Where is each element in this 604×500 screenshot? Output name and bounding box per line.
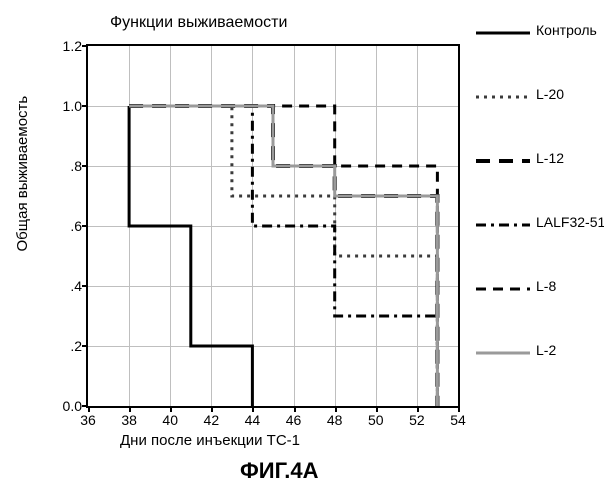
legend-swatch (476, 222, 530, 228)
legend-entry-L-8: L-8 (476, 276, 600, 302)
y-tick-label: .6 (48, 218, 82, 234)
y-tick-label: 1.2 (48, 38, 82, 54)
x-tick-label: 38 (121, 412, 137, 428)
legend-label: L-12 (536, 150, 564, 166)
x-tick-label: 36 (80, 412, 96, 428)
legend-entry-L-20: L-20 (476, 84, 600, 110)
y-axis-label: Общая выживаемость (14, 96, 31, 252)
x-tick-label: 54 (450, 412, 466, 428)
legend-swatch (476, 94, 530, 100)
y-tick-label: 0.0 (48, 398, 82, 414)
legend-entry-LALF32-51: LALF32-51 (476, 212, 600, 238)
legend-entry-L-12: L-12 (476, 148, 600, 174)
page: Функции выживаемости Общая выживаемость … (0, 0, 604, 500)
legend-label: LALF32-51 (536, 214, 604, 230)
legend-swatch (476, 286, 530, 292)
legend-swatch (476, 350, 530, 356)
legend-swatch (476, 30, 530, 36)
figure-label: ФИГ.4А (240, 458, 319, 484)
x-tick-label: 52 (409, 412, 425, 428)
chart-title: Функции выживаемости (110, 14, 287, 32)
plot-area: 0.0.2.4.6.81.01.236384042444648505254 (86, 44, 460, 408)
legend-label: Контроль (536, 22, 597, 38)
y-tick-label: .2 (48, 338, 82, 354)
legend-entry-L-2: L-2 (476, 340, 600, 366)
legend-label: L-2 (536, 342, 556, 358)
x-tick-label: 42 (204, 412, 220, 428)
y-tick-label: .4 (48, 278, 82, 294)
x-tick-label: 40 (162, 412, 178, 428)
x-tick-label: 48 (327, 412, 343, 428)
legend: Контроль L-20 L-12 LALF32-51 L-8 L-2 (476, 20, 600, 404)
y-tick-label: .8 (48, 158, 82, 174)
x-tick-label: 44 (245, 412, 261, 428)
x-axis-label: Дни после инъекции ТС-1 (120, 432, 300, 449)
legend-entry-Контроль: Контроль (476, 20, 600, 46)
x-tick-label: 50 (368, 412, 384, 428)
x-tick-label: 46 (286, 412, 302, 428)
legend-label: L-8 (536, 278, 556, 294)
legend-label: L-20 (536, 86, 564, 102)
legend-swatch (476, 158, 530, 164)
y-tick-label: 1.0 (48, 98, 82, 114)
